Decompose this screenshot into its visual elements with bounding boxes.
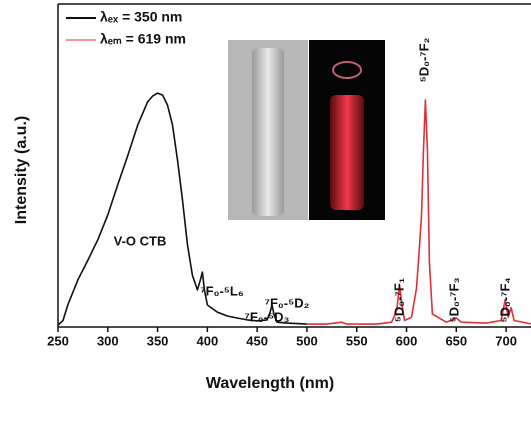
spectrum-line xyxy=(57,92,307,326)
spectrum-line xyxy=(306,99,531,325)
annotation: ⁷F₀-⁵D₃ xyxy=(245,309,290,324)
x-tick-label: 350 xyxy=(147,333,169,348)
x-axis-label: Wavelength (nm) xyxy=(206,375,334,392)
vial-uv xyxy=(330,95,364,210)
annotation: ⁷F₀-⁵L₆ xyxy=(200,283,244,298)
annotation: ⁵D₀-⁷F₂ xyxy=(416,37,431,82)
x-tick-label: 450 xyxy=(246,333,268,348)
annotation: V-O CTB xyxy=(114,233,167,248)
x-tick-label: 650 xyxy=(445,333,467,348)
legend-label: λₑₓ = 350 nm xyxy=(100,9,182,25)
x-tick-label: 400 xyxy=(197,333,219,348)
x-tick-label: 550 xyxy=(346,333,368,348)
x-tick-label: 250 xyxy=(47,333,69,348)
annotation: ⁵D₀-⁷F₁ xyxy=(391,278,406,322)
legend-label: λₑₘ = 619 nm xyxy=(100,31,186,47)
x-tick-label: 500 xyxy=(296,333,318,348)
x-tick-label: 600 xyxy=(396,333,418,348)
vial-daylight xyxy=(252,48,284,216)
inset-photo xyxy=(228,40,385,220)
vial-cap xyxy=(332,61,362,79)
x-tick-label: 700 xyxy=(495,333,517,348)
x-tick-label: 300 xyxy=(97,333,119,348)
annotation: ⁵D₀-⁷F₃ xyxy=(446,278,461,323)
y-axis-label: Intensity (a.u.) xyxy=(13,116,30,224)
annotation: ⁷F₀-⁵D₂ xyxy=(265,295,310,310)
annotation: ⁵D₀-⁷F₄ xyxy=(497,277,512,322)
